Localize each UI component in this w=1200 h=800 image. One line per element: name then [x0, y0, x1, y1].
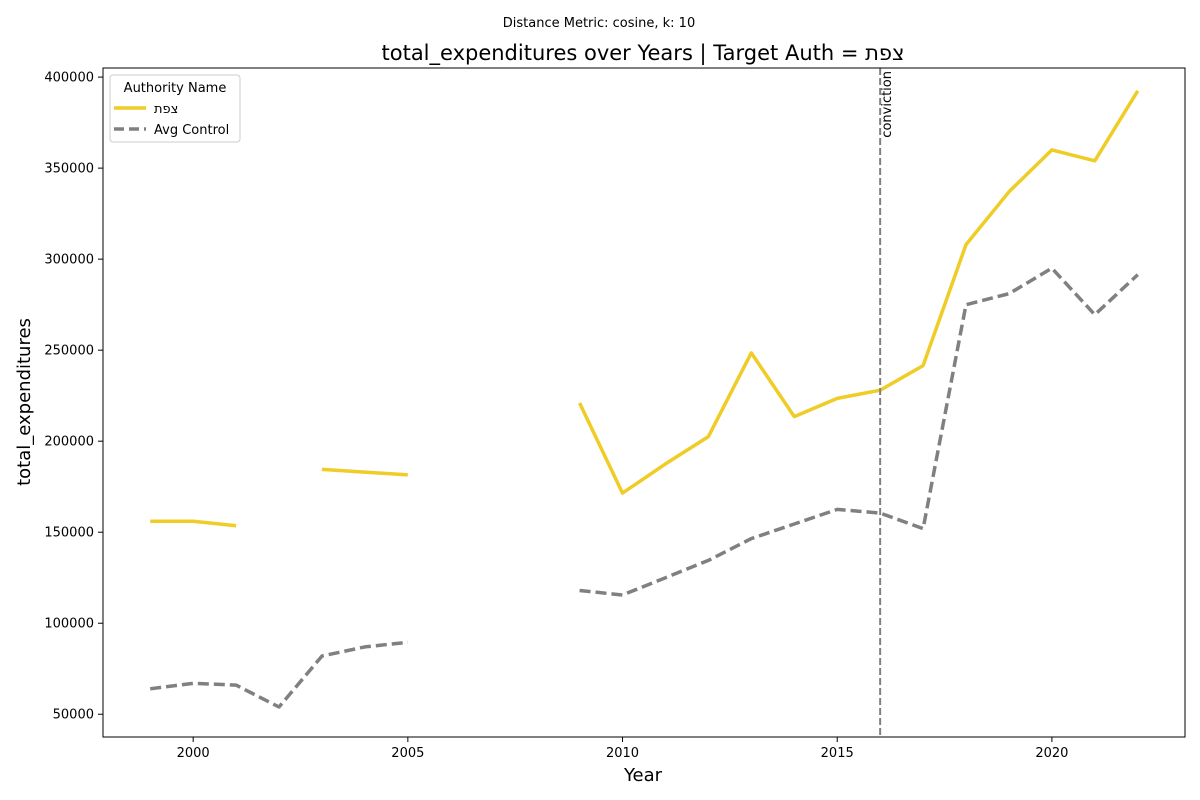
- y-tick-label: 250000: [44, 344, 94, 359]
- series-target-line-segment-1: [150, 519, 237, 528]
- y-axis-label: total_expenditures: [14, 318, 35, 486]
- chart-title: total_expenditures over Years | Target A…: [382, 41, 905, 66]
- y-tick-label: 200000: [44, 435, 94, 450]
- y-axis: 50000 100000 150000 200000 250000 300000 35000…: [44, 71, 103, 723]
- y-tick-label: 350000: [44, 162, 94, 177]
- legend-box: [109, 74, 241, 143]
- x-axis-label: Year: [623, 765, 663, 786]
- y-tick-label: 100000: [44, 617, 94, 632]
- x-tick-label: 2020: [1035, 746, 1068, 761]
- series-control-line-segment-1: [149, 640, 408, 709]
- legend-entry-target: צפת: [154, 102, 178, 117]
- series-control-line-segment-2: [579, 266, 1139, 597]
- legend-title: Authority Name: [124, 81, 227, 96]
- y-tick-label: 50000: [53, 708, 94, 723]
- x-axis: 2000 2005 2010 2015 2020: [177, 737, 1068, 761]
- legend: Authority Name צפת Avg Control: [109, 74, 241, 143]
- x-tick-label: 2000: [177, 746, 210, 761]
- chart-suptitle: Distance Metric: cosine, k: 10: [503, 16, 695, 31]
- y-tick-label: 150000: [44, 526, 94, 541]
- plot-area: conviction: [149, 68, 1140, 737]
- y-tick-label: 300000: [44, 253, 94, 268]
- conviction-label: conviction: [880, 71, 895, 138]
- legend-entry-control: Avg Control: [154, 123, 229, 138]
- series-target-line-segment-3: [578, 89, 1140, 495]
- y-tick-label: 400000: [44, 71, 94, 86]
- plot-frame: [102, 67, 1186, 738]
- x-tick-label: 2015: [821, 746, 854, 761]
- series-target-line-segment-2: [321, 467, 408, 477]
- x-tick-label: 2005: [391, 746, 424, 761]
- x-tick-label: 2010: [606, 746, 639, 761]
